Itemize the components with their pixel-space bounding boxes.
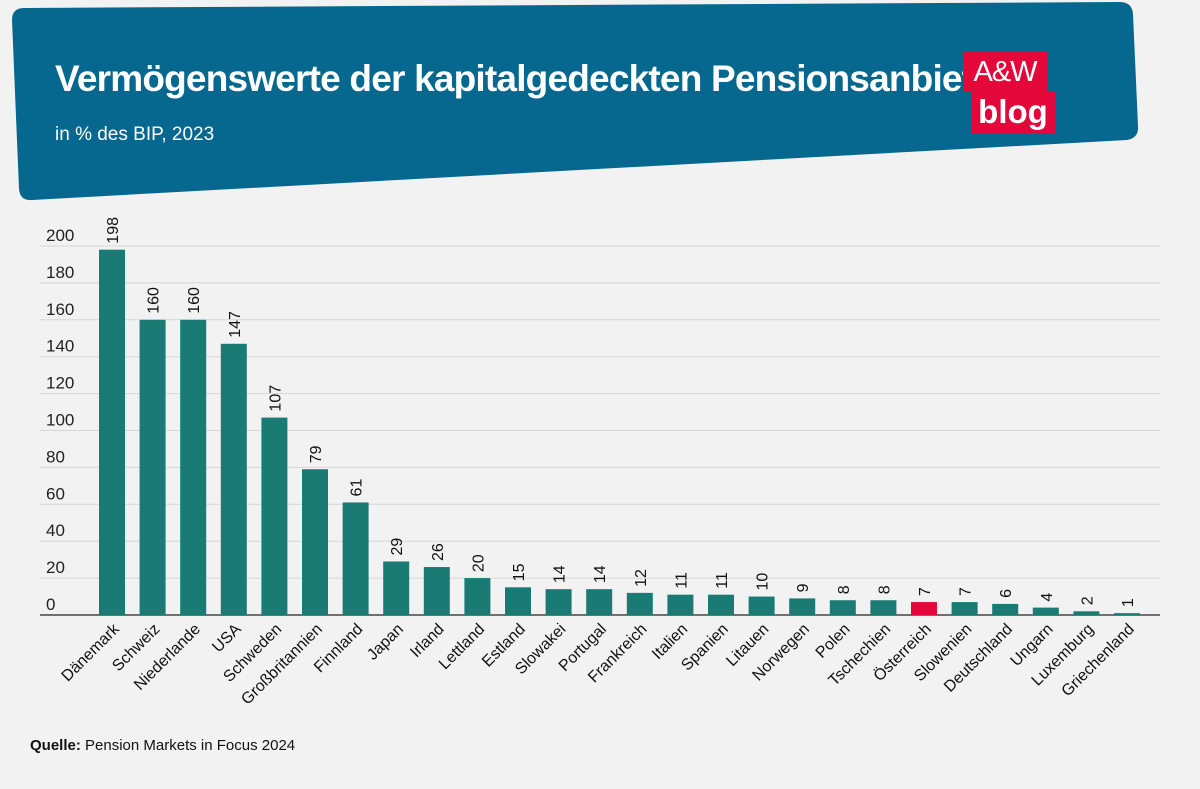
y-tick-label: 100 xyxy=(46,411,74,430)
data-label: 8 xyxy=(836,585,853,594)
bar xyxy=(789,598,816,615)
x-tick-label: Japan xyxy=(364,621,407,664)
data-label: 4 xyxy=(1039,593,1056,602)
bar xyxy=(342,502,369,615)
data-label: 7 xyxy=(958,587,975,596)
data-label: 7 xyxy=(917,587,934,596)
data-label: 11 xyxy=(714,572,731,589)
bar xyxy=(139,319,166,615)
y-tick-label: 120 xyxy=(46,374,74,393)
data-label: 20 xyxy=(470,554,487,572)
logo-text-bottom: blog xyxy=(971,92,1055,134)
bar xyxy=(180,319,207,615)
data-label: 14 xyxy=(552,565,569,583)
data-label: 6 xyxy=(998,589,1015,598)
source-text: Pension Markets in Focus 2024 xyxy=(85,737,296,754)
source-label: Quelle: xyxy=(30,737,81,754)
data-label: 160 xyxy=(186,287,203,314)
data-label: 107 xyxy=(267,385,284,412)
bar xyxy=(464,578,491,615)
data-label: 15 xyxy=(511,563,528,581)
bar xyxy=(423,567,450,615)
bar xyxy=(220,343,247,615)
data-label: 1 xyxy=(1120,598,1137,607)
logo-text-top: A&W xyxy=(963,52,1047,92)
bar xyxy=(99,249,125,615)
data-label: 160 xyxy=(146,287,163,314)
y-tick-label: 80 xyxy=(46,447,65,466)
y-tick-label: 140 xyxy=(46,337,74,356)
bar xyxy=(708,594,734,615)
y-tick-label: 40 xyxy=(46,521,65,540)
y-tick-label: 160 xyxy=(46,300,74,319)
bar xyxy=(626,592,653,615)
bar xyxy=(505,587,531,615)
bar xyxy=(302,469,328,615)
bar xyxy=(261,417,288,615)
data-label: 10 xyxy=(755,573,772,591)
chart-subtitle: in % des BIP, 2023 xyxy=(55,124,215,145)
y-tick-label: 180 xyxy=(46,263,74,282)
source-note: Quelle: Pension Markets in Focus 2024 xyxy=(30,737,295,754)
data-label: 14 xyxy=(592,565,609,583)
y-tick-label: 60 xyxy=(46,484,65,503)
data-label: 198 xyxy=(105,217,122,244)
data-label: 147 xyxy=(227,311,244,338)
x-tick-label: Lettland xyxy=(436,621,488,673)
aw-blog-logo[interactable]: A&W blog xyxy=(963,52,1055,134)
bar xyxy=(383,561,410,615)
bar xyxy=(1114,613,1140,615)
bar xyxy=(911,602,937,615)
x-tick-label: Griechenland xyxy=(1059,621,1138,700)
bar xyxy=(829,600,856,615)
bar xyxy=(667,594,694,615)
bar xyxy=(870,600,897,615)
y-tick-label: 0 xyxy=(46,595,55,614)
y-axis-ticks: 0 20 40 60 80 100 120 140 160 180 200 xyxy=(46,226,74,614)
bar xyxy=(1073,611,1100,615)
chart-title: Vermögenswerte der kapitalgedeckten Pens… xyxy=(55,58,1007,99)
x-tick-label: Dänemark xyxy=(59,620,124,685)
bar xyxy=(748,596,775,615)
data-label: 2 xyxy=(1079,596,1096,605)
data-label: 29 xyxy=(389,538,406,556)
x-tick-label: USA xyxy=(209,621,245,657)
data-label: 11 xyxy=(673,572,690,589)
bar xyxy=(586,589,613,615)
bar xyxy=(992,603,1019,615)
y-tick-label: 20 xyxy=(46,558,65,577)
data-label: 26 xyxy=(430,543,447,561)
data-label: 12 xyxy=(633,569,650,587)
data-label: 8 xyxy=(876,585,893,594)
header-banner-shape xyxy=(12,2,1139,201)
data-label: 9 xyxy=(795,583,812,592)
gridlines xyxy=(40,245,1160,616)
data-label: 79 xyxy=(308,445,325,463)
header-banner xyxy=(12,2,1139,201)
bars xyxy=(99,249,1140,615)
bar xyxy=(951,602,978,615)
y-tick-label: 200 xyxy=(46,226,74,245)
data-label: 61 xyxy=(349,479,366,497)
bar xyxy=(545,589,572,615)
bar xyxy=(1032,607,1059,615)
